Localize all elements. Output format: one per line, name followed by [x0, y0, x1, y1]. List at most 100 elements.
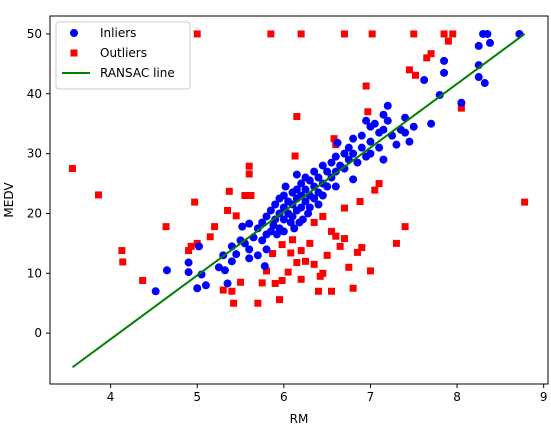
inlier-point [362, 116, 371, 125]
inlier-point [366, 137, 375, 146]
outlier-point [297, 30, 305, 38]
outlier-point [306, 239, 314, 247]
outlier-point [293, 259, 301, 267]
inlier-point [220, 266, 229, 275]
outlier-point [319, 212, 327, 220]
inlier-point [314, 173, 323, 182]
outlier-point [336, 242, 344, 250]
outlier-point [69, 165, 77, 173]
outlier-point [185, 247, 193, 255]
outlier-point [211, 223, 219, 231]
x-tick-label: 5 [193, 390, 201, 404]
legend-entry-label: Inliers [100, 26, 136, 40]
outlier-point [263, 267, 271, 275]
inlier-point [272, 230, 281, 239]
inlier-point [266, 227, 275, 236]
outlier-point [276, 296, 284, 304]
inlier-point [258, 236, 267, 245]
outlier-point [375, 180, 383, 188]
x-axis-label: RM [290, 412, 309, 426]
x-tick-label: 9 [540, 390, 548, 404]
axes-frame [49, 15, 549, 385]
inlier-point [184, 268, 193, 277]
inlier-point [333, 138, 342, 147]
inlier-point [318, 191, 327, 200]
inlier-point [297, 179, 306, 188]
inlier-point [383, 116, 392, 125]
outlier-point [440, 30, 448, 38]
inlier-point [327, 158, 336, 167]
outlier-point [232, 212, 240, 220]
outlier-point [332, 232, 340, 240]
inlier-point [279, 227, 288, 236]
outlier-point [323, 251, 331, 259]
inlier-point [290, 224, 299, 233]
y-tick-label: 10 [27, 266, 42, 280]
inlier-point [440, 68, 449, 77]
inlier-point [349, 134, 358, 143]
inlier-point [301, 197, 310, 206]
y-tick-label: 30 [27, 147, 42, 161]
legend-inlier-marker [70, 29, 78, 37]
outlier-point [95, 191, 103, 199]
inlier-point [323, 182, 332, 191]
outlier-point [245, 170, 253, 178]
inlier-point [349, 175, 358, 184]
outlier-point [401, 223, 409, 231]
outlier-point [410, 30, 418, 38]
inlier-point [194, 242, 203, 251]
outlier-point [247, 192, 255, 200]
outlier-point [449, 30, 457, 38]
outlier-point [353, 248, 361, 256]
outlier-point [444, 37, 452, 45]
outlier-point [219, 286, 227, 294]
outlier-point [291, 152, 299, 160]
outlier-point [297, 247, 305, 255]
inlier-point [232, 250, 241, 259]
outlier-point [345, 263, 353, 271]
outlier-point [118, 247, 126, 255]
inlier-point [409, 122, 418, 131]
outlier-point [269, 250, 277, 258]
outlier-point [119, 258, 127, 266]
inlier-point [305, 176, 314, 185]
outlier-point [278, 276, 286, 284]
inlier-point [314, 200, 323, 209]
legend-entry-label: Outliers [100, 46, 147, 60]
inlier-point [258, 218, 267, 227]
inlier-point [474, 41, 483, 50]
inlier-point [288, 212, 297, 221]
y-axis-label: MEDV [2, 182, 16, 218]
outlier-point [340, 235, 348, 243]
inlier-point [297, 203, 306, 212]
inlier-point [349, 149, 358, 158]
inlier-point [401, 128, 410, 137]
inlier-point [301, 185, 310, 194]
inlier-point [344, 143, 353, 152]
outlier-point [356, 197, 364, 205]
legend-items: Inliers Outliers RANSAC line [62, 26, 175, 80]
outlier-point [301, 257, 309, 265]
outlier-point [191, 198, 199, 206]
outlier-point [368, 30, 376, 38]
inlier-point [305, 203, 314, 212]
inlier-point [375, 143, 384, 152]
outlier-point [228, 287, 236, 295]
outlier-point [278, 241, 286, 249]
inlier-point [310, 167, 319, 176]
outlier-point [340, 204, 348, 212]
inlier-point [474, 73, 483, 82]
inlier-point [331, 152, 340, 161]
outlier-point [254, 299, 262, 307]
outlier-point [358, 244, 366, 252]
inlier-point [227, 257, 236, 266]
inlier-point [480, 79, 489, 88]
outlier-point [371, 186, 379, 194]
y-tick-label: 50 [27, 27, 42, 41]
y-tick-label: 40 [27, 87, 42, 101]
outlier-point [349, 284, 357, 292]
inlier-point [379, 110, 388, 119]
outlier-point [427, 50, 435, 58]
outlier-point [267, 30, 275, 38]
